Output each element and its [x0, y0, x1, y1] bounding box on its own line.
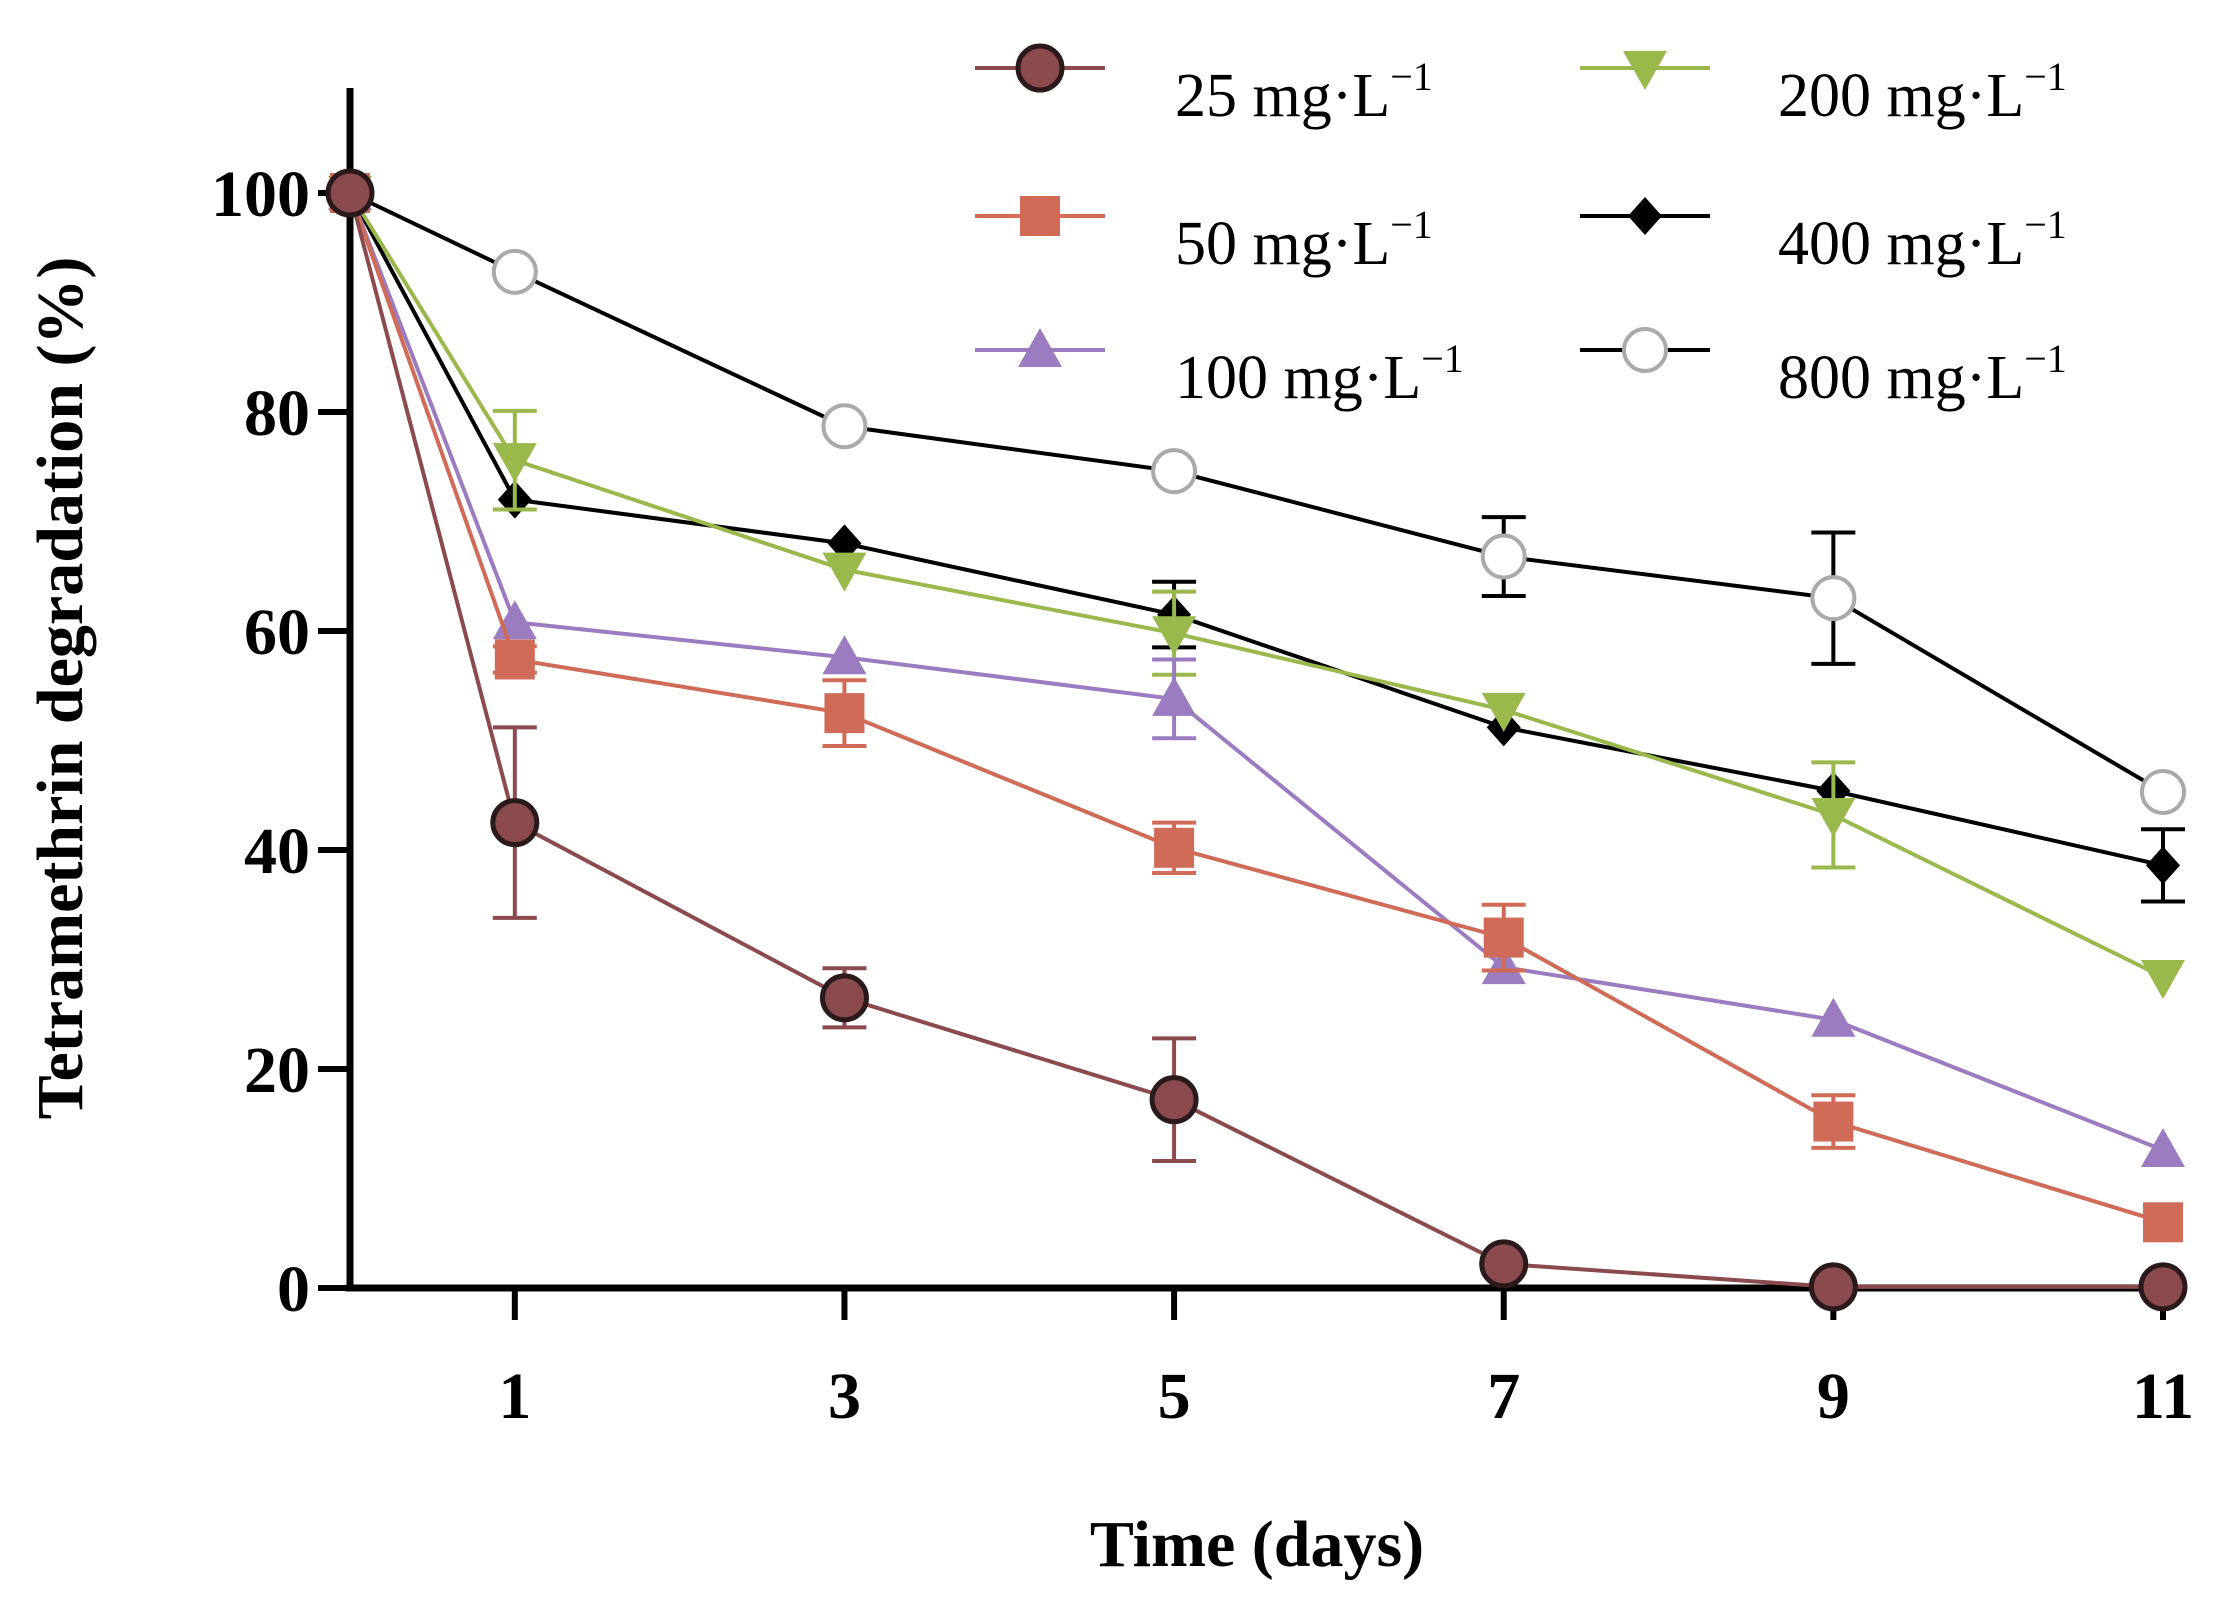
series-line-800 — [349, 191, 2165, 794]
series-200 — [328, 176, 2185, 1000]
legend-item-200: 200 mg·L−1 — [1580, 51, 2067, 130]
data-point-400 — [2146, 846, 2180, 885]
data-point-50 — [494, 639, 535, 680]
data-point-200 — [822, 552, 867, 592]
data-point-800 — [1151, 448, 1198, 495]
data-point-25 — [1808, 1262, 1858, 1312]
legend-item-100: 100 mg·L−1 — [975, 328, 1464, 412]
data-point-25 — [2138, 1262, 2188, 1312]
data-point-50 — [1154, 827, 1195, 868]
data-point-200 — [2141, 960, 2185, 1000]
x-tick-label: 11 — [2132, 1360, 2194, 1433]
data-point-100 — [822, 635, 867, 675]
data-point-50 — [1813, 1101, 1854, 1142]
legend-marker — [1622, 327, 1668, 373]
series-100 — [328, 171, 2185, 1168]
data-point-100 — [1152, 676, 1197, 716]
x-tick-label: 5 — [1158, 1360, 1191, 1433]
x-tick-label: 7 — [1487, 1360, 1520, 1433]
legend-item-50: 50 mg·L−1 — [975, 196, 1433, 278]
data-point-50 — [1483, 917, 1524, 958]
data-point-25 — [819, 973, 869, 1023]
series-50 — [330, 173, 2183, 1243]
y-axis-title: Tetramethrin degradation (%) — [24, 257, 97, 1120]
x-tick-label: 3 — [828, 1360, 861, 1433]
legend-label: 200 mg·L−1 — [1778, 54, 2067, 130]
data-point-100 — [2141, 1128, 2185, 1168]
data-point-50 — [2143, 1202, 2183, 1243]
series-line-200 — [348, 191, 2164, 979]
legend-marker — [1020, 196, 1060, 236]
data-point-800 — [821, 403, 868, 450]
legend: 25 mg·L−1 50 mg·L−1 100 mg·L−1 200 mg·L−1 40… — [975, 43, 2067, 412]
series-800 — [327, 170, 2186, 815]
y-tick-label: 0 — [277, 1253, 310, 1326]
legend-label: 400 mg·L−1 — [1778, 202, 2067, 278]
legend-item-25: 25 mg·L−1 — [975, 43, 1433, 130]
data-point-200 — [1481, 692, 1526, 732]
y-tick-label: 100 — [211, 158, 310, 231]
data-point-200 — [1152, 616, 1197, 656]
data-point-100 — [1811, 997, 1856, 1037]
ticks: 1 3 5 7 9 11 0 20 40 60 80 100 — [211, 158, 2194, 1433]
x-axis-title: Time (days) — [1090, 1508, 1424, 1581]
legend-item-800: 800 mg·L−1 — [1580, 327, 2067, 412]
data-point-800 — [1480, 533, 1527, 580]
legend-marker — [1018, 328, 1062, 367]
y-tick-label: 60 — [244, 596, 310, 669]
legend-marker — [1015, 43, 1065, 93]
series-400 — [333, 174, 2185, 904]
legend-label: 50 mg·L−1 — [1175, 202, 1433, 278]
data-point-50 — [824, 693, 865, 734]
data-point-200 — [1811, 797, 1856, 837]
data-point-25 — [490, 798, 540, 848]
legend-label: 100 mg·L−1 — [1175, 336, 1464, 412]
data-point-800 — [2140, 768, 2186, 815]
data-point-25 — [1149, 1075, 1199, 1125]
x-tick-label: 1 — [498, 1360, 531, 1433]
series-25 — [325, 168, 2188, 1312]
data-point-200 — [492, 443, 537, 483]
legend-label: 800 mg·L−1 — [1778, 336, 2067, 412]
x-tick-label: 9 — [1817, 1360, 1850, 1433]
data-point-25 — [1479, 1239, 1529, 1289]
legend-marker — [1628, 197, 1662, 235]
series-line-100 — [348, 192, 2164, 1152]
legend-item-400: 400 mg·L−1 — [1580, 197, 2067, 278]
y-tick-label: 40 — [244, 815, 310, 888]
y-tick-label: 80 — [244, 377, 310, 450]
legend-label: 25 mg·L−1 — [1175, 54, 1433, 130]
data-point-800 — [491, 248, 538, 295]
data-point-800 — [1810, 575, 1857, 622]
data-point-25 — [325, 168, 375, 218]
series-layer — [325, 168, 2188, 1312]
y-tick-label: 20 — [244, 1034, 310, 1107]
legend-marker — [1623, 51, 1667, 90]
